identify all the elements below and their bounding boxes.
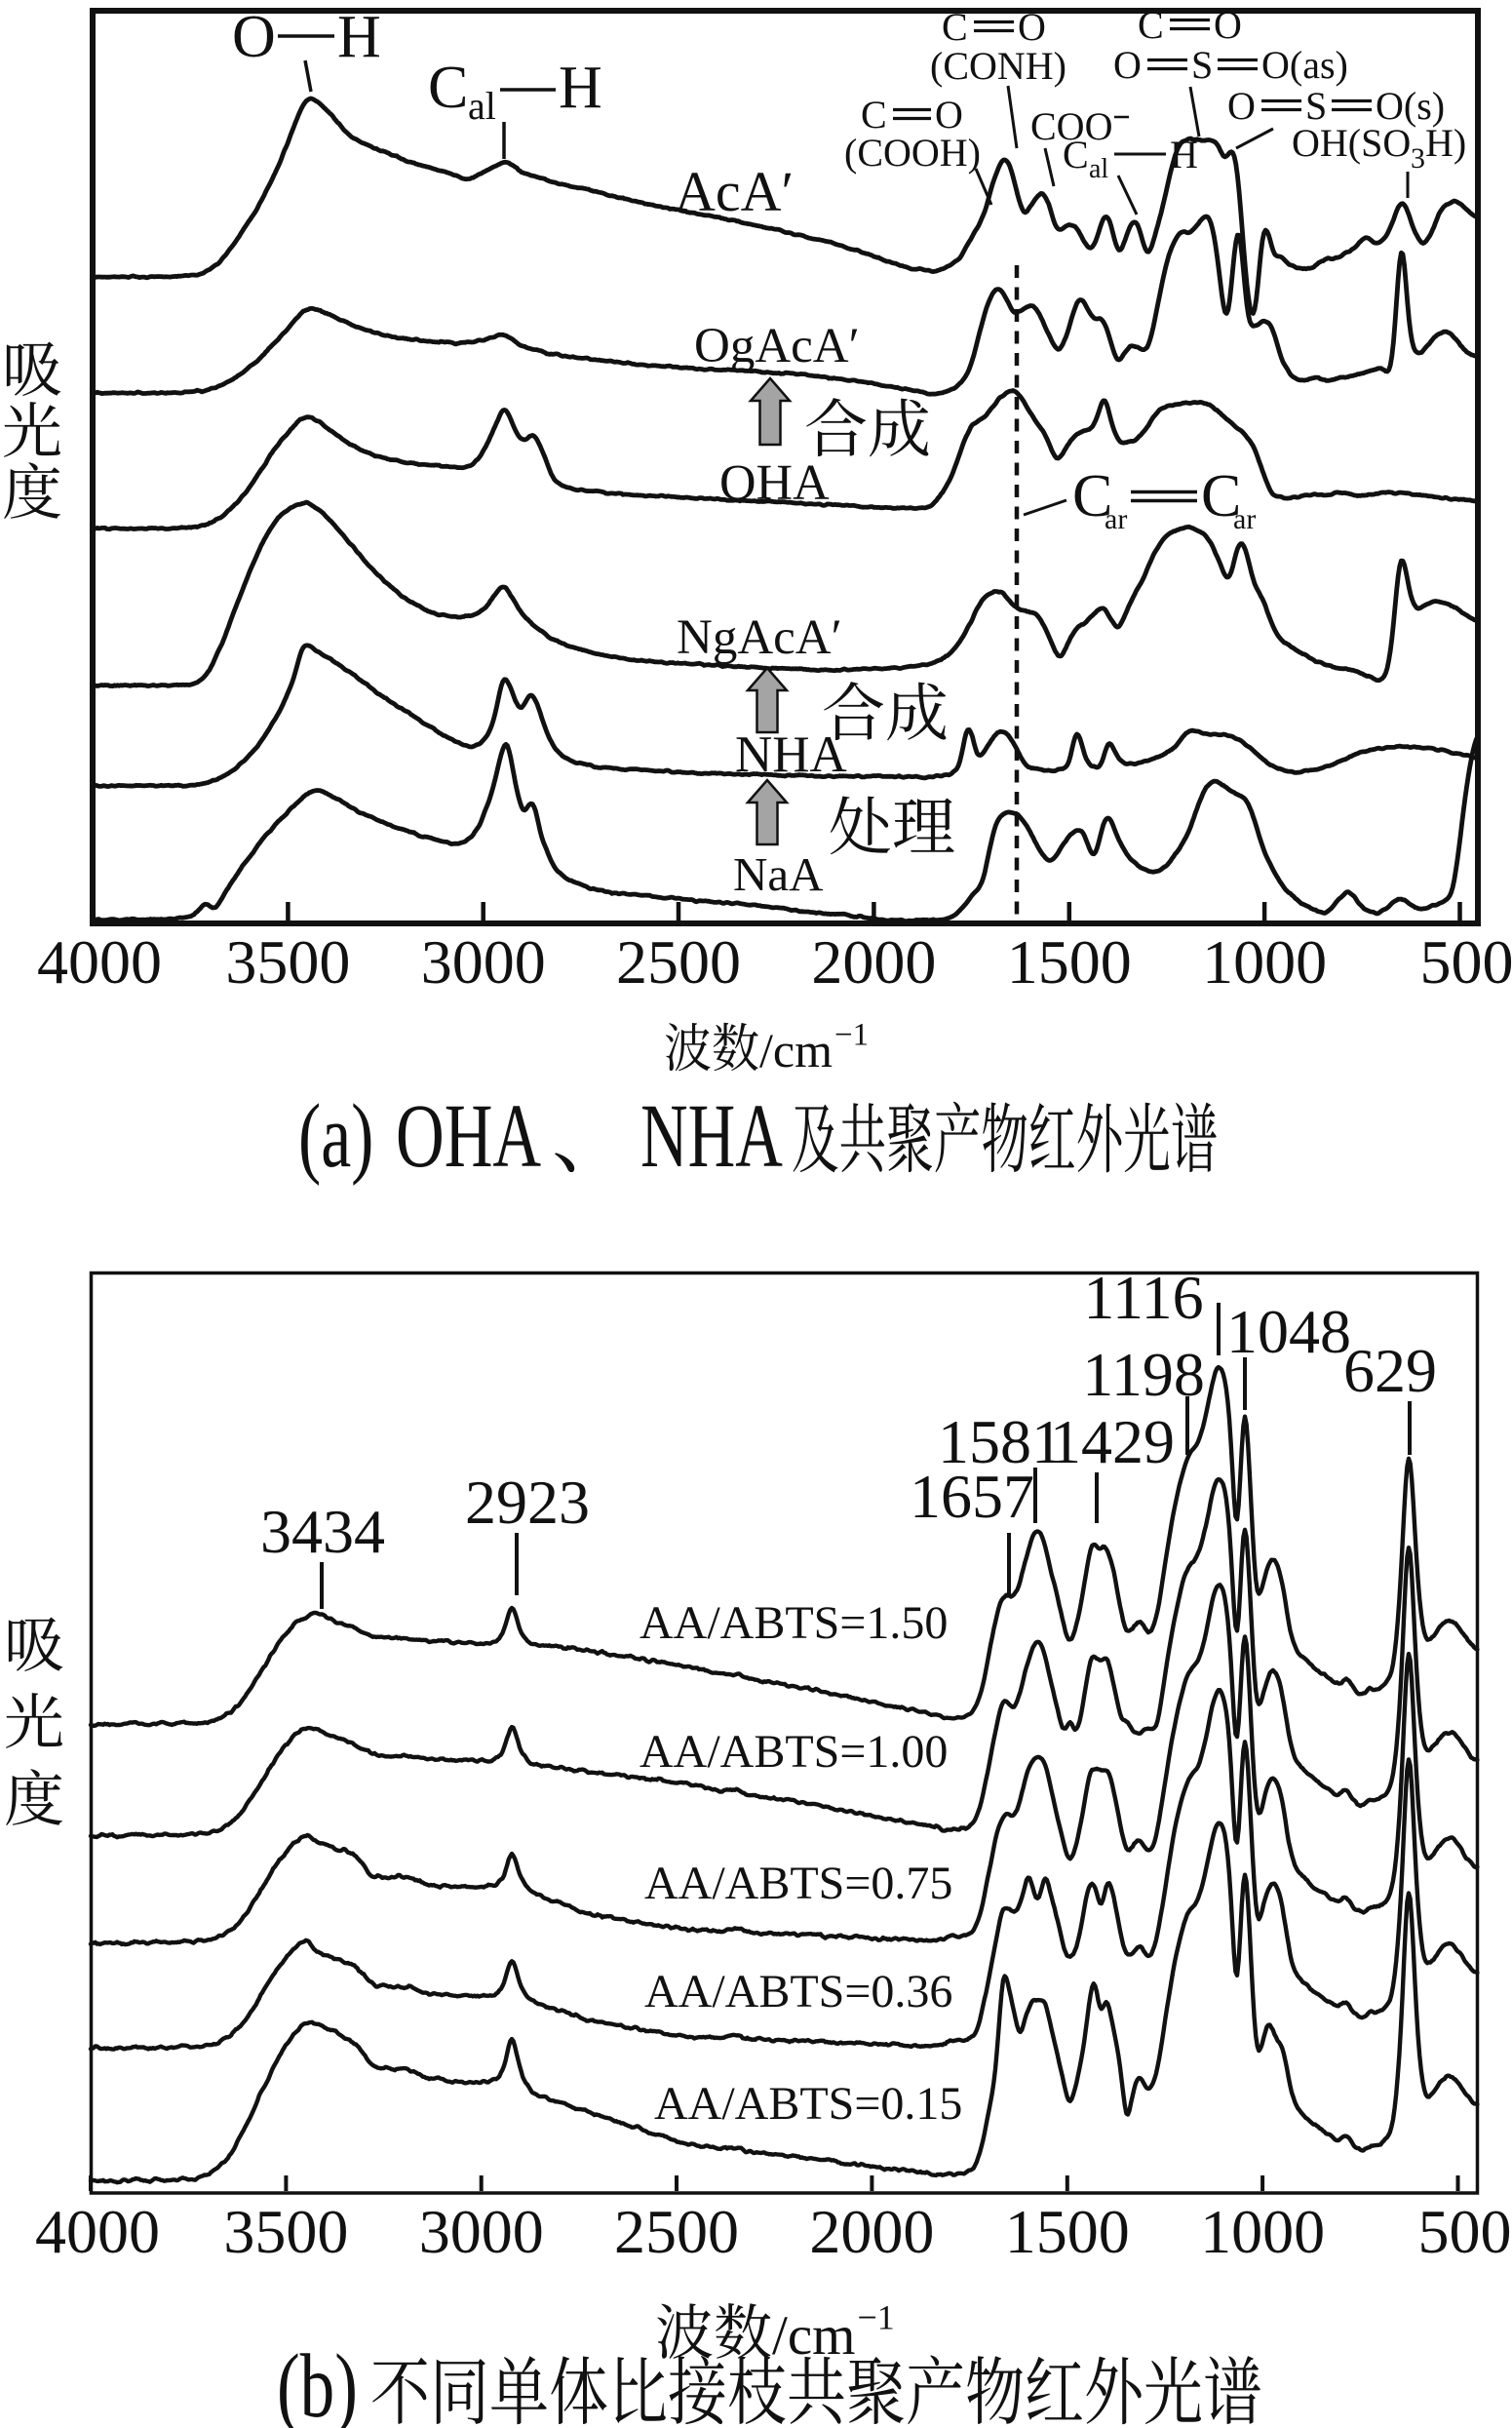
svg-text:NaA: NaA [733, 847, 824, 901]
svg-text:NHA: NHA [735, 726, 847, 783]
svg-text:(COOH): (COOH) [844, 131, 981, 175]
svg-text:AA/ABTS=1.50: AA/ABTS=1.50 [640, 1597, 948, 1649]
svg-text:/cm: /cm [772, 2305, 855, 2367]
svg-text:C: C [1201, 463, 1241, 529]
svg-text:H: H [559, 55, 602, 121]
svg-text:C: C [1072, 463, 1112, 529]
svg-text:C: C [942, 5, 968, 49]
svg-text:1500: 1500 [1005, 2197, 1130, 2266]
svg-text:O: O [232, 4, 276, 70]
svg-text:O: O [1227, 84, 1256, 128]
svg-text:2500: 2500 [616, 927, 741, 997]
svg-text:al: al [468, 84, 496, 128]
svg-text:AA/ABTS=0.15: AA/ABTS=0.15 [654, 2078, 962, 2130]
svg-text:ar: ar [1105, 503, 1127, 535]
svg-text:1116: 1116 [1083, 1263, 1203, 1332]
svg-text:500: 500 [1420, 927, 1512, 997]
svg-text:OHA: OHA [719, 455, 830, 511]
svg-text:NHA: NHA [640, 1086, 783, 1187]
svg-text:1000: 1000 [1200, 2197, 1325, 2266]
svg-text:H: H [337, 4, 381, 70]
svg-text:AcA′: AcA′ [675, 160, 794, 223]
svg-text:OgAcA′: OgAcA′ [694, 319, 860, 373]
svg-text:629: 629 [1343, 1336, 1437, 1405]
svg-text:(a): (a) [298, 1085, 373, 1186]
svg-text:AA/ABTS=1.00: AA/ABTS=1.00 [640, 1726, 948, 1778]
svg-text:1198: 1198 [1082, 1340, 1205, 1409]
svg-text:−1: −1 [858, 2297, 895, 2336]
svg-text:1429: 1429 [1050, 1407, 1175, 1476]
svg-text:C: C [1138, 3, 1164, 47]
svg-text:AA/ABTS=0.75: AA/ABTS=0.75 [644, 1858, 952, 1909]
svg-text:−1: −1 [834, 1018, 869, 1053]
svg-text:C: C [428, 55, 468, 121]
svg-text:OH(SO: OH(SO [1292, 121, 1411, 165]
svg-text:4000: 4000 [35, 2197, 160, 2266]
svg-text:2923: 2923 [465, 1468, 590, 1537]
svg-text:(b): (b) [277, 2335, 358, 2428]
svg-text:O(as): O(as) [1261, 43, 1348, 87]
svg-text:OHA: OHA [396, 1085, 541, 1186]
svg-text:O: O [1113, 43, 1142, 87]
svg-text:3434: 3434 [260, 1497, 385, 1566]
svg-text:1048: 1048 [1226, 1297, 1351, 1366]
svg-text:S: S [1191, 43, 1213, 87]
svg-text:4000: 4000 [37, 927, 162, 997]
svg-text:3000: 3000 [421, 927, 546, 997]
svg-text:S: S [1305, 84, 1327, 128]
svg-text:500: 500 [1418, 2197, 1512, 2266]
svg-text:ar: ar [1233, 503, 1256, 535]
svg-text:O(s): O(s) [1376, 84, 1445, 128]
svg-text:H: H [1170, 133, 1198, 176]
svg-text:/cm: /cm [759, 1023, 833, 1077]
svg-text:3000: 3000 [419, 2197, 544, 2266]
svg-text:O: O [935, 93, 963, 137]
svg-text:1581: 1581 [938, 1407, 1063, 1476]
svg-text:2000: 2000 [809, 2197, 934, 2266]
svg-text:al: al [1089, 154, 1108, 184]
svg-text:NgAcA′: NgAcA′ [677, 610, 842, 665]
svg-text:2000: 2000 [811, 927, 936, 997]
svg-text:3500: 3500 [223, 2197, 348, 2266]
svg-text:C: C [861, 93, 887, 137]
svg-text:1000: 1000 [1202, 927, 1327, 997]
svg-text:1657: 1657 [910, 1462, 1034, 1531]
svg-text:C: C [1063, 133, 1089, 176]
svg-text:AA/ABTS=0.36: AA/ABTS=0.36 [644, 1966, 952, 2017]
svg-text:3: 3 [1411, 142, 1425, 175]
svg-text:(CONH): (CONH) [930, 44, 1066, 88]
svg-text:H): H) [1425, 121, 1466, 165]
svg-text:1500: 1500 [1007, 927, 1132, 997]
svg-text:O: O [1214, 3, 1242, 47]
svg-text:2500: 2500 [614, 2197, 739, 2266]
svg-text:3500: 3500 [225, 927, 350, 997]
svg-text:O: O [1018, 5, 1046, 49]
svg-text:COO: COO [1030, 104, 1112, 148]
